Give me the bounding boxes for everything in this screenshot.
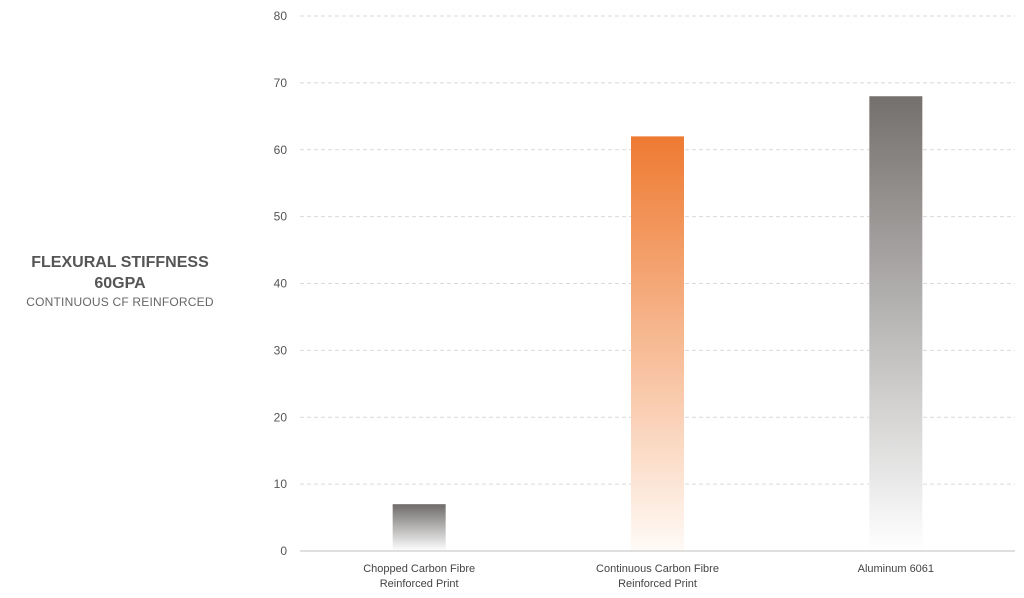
side-title-line1: FLEXURAL STIFFNESS (31, 254, 209, 271)
y-tick-label-40: 40 (274, 277, 288, 291)
side-panel: FLEXURAL STIFFNESS 60GPA CONTINUOUS CF R… (0, 252, 240, 311)
y-tick-label-70: 70 (274, 76, 288, 90)
x-category-label-1: Continuous Carbon Fibre Reinforced Print (596, 563, 719, 590)
y-tick-label-10: 10 (274, 477, 288, 491)
y-tick-label-0: 0 (280, 544, 287, 558)
side-subtitle: CONTINUOUS CF REINFORCED (26, 295, 214, 309)
y-tick-label-80: 80 (274, 9, 288, 23)
bar-2 (869, 96, 923, 551)
y-tick-label-20: 20 (274, 410, 288, 424)
y-tick-label-50: 50 (274, 210, 288, 224)
x-category-label-0: Chopped Carbon Fibre Reinforced Print (363, 563, 475, 590)
axis-layer: 0 10 20 30 40 50 60 70 80 Chopped Carbon Fibre Rei… (274, 9, 1015, 590)
bar-0 (392, 504, 446, 551)
bar-1 (631, 136, 684, 551)
x-category-label-2: Aluminum 6061 (858, 563, 934, 575)
y-tick-label-60: 60 (274, 143, 288, 157)
side-title-line2: 60GPA (94, 275, 146, 292)
bar-layer (392, 96, 923, 551)
y-tick-label-30: 30 (274, 343, 288, 357)
